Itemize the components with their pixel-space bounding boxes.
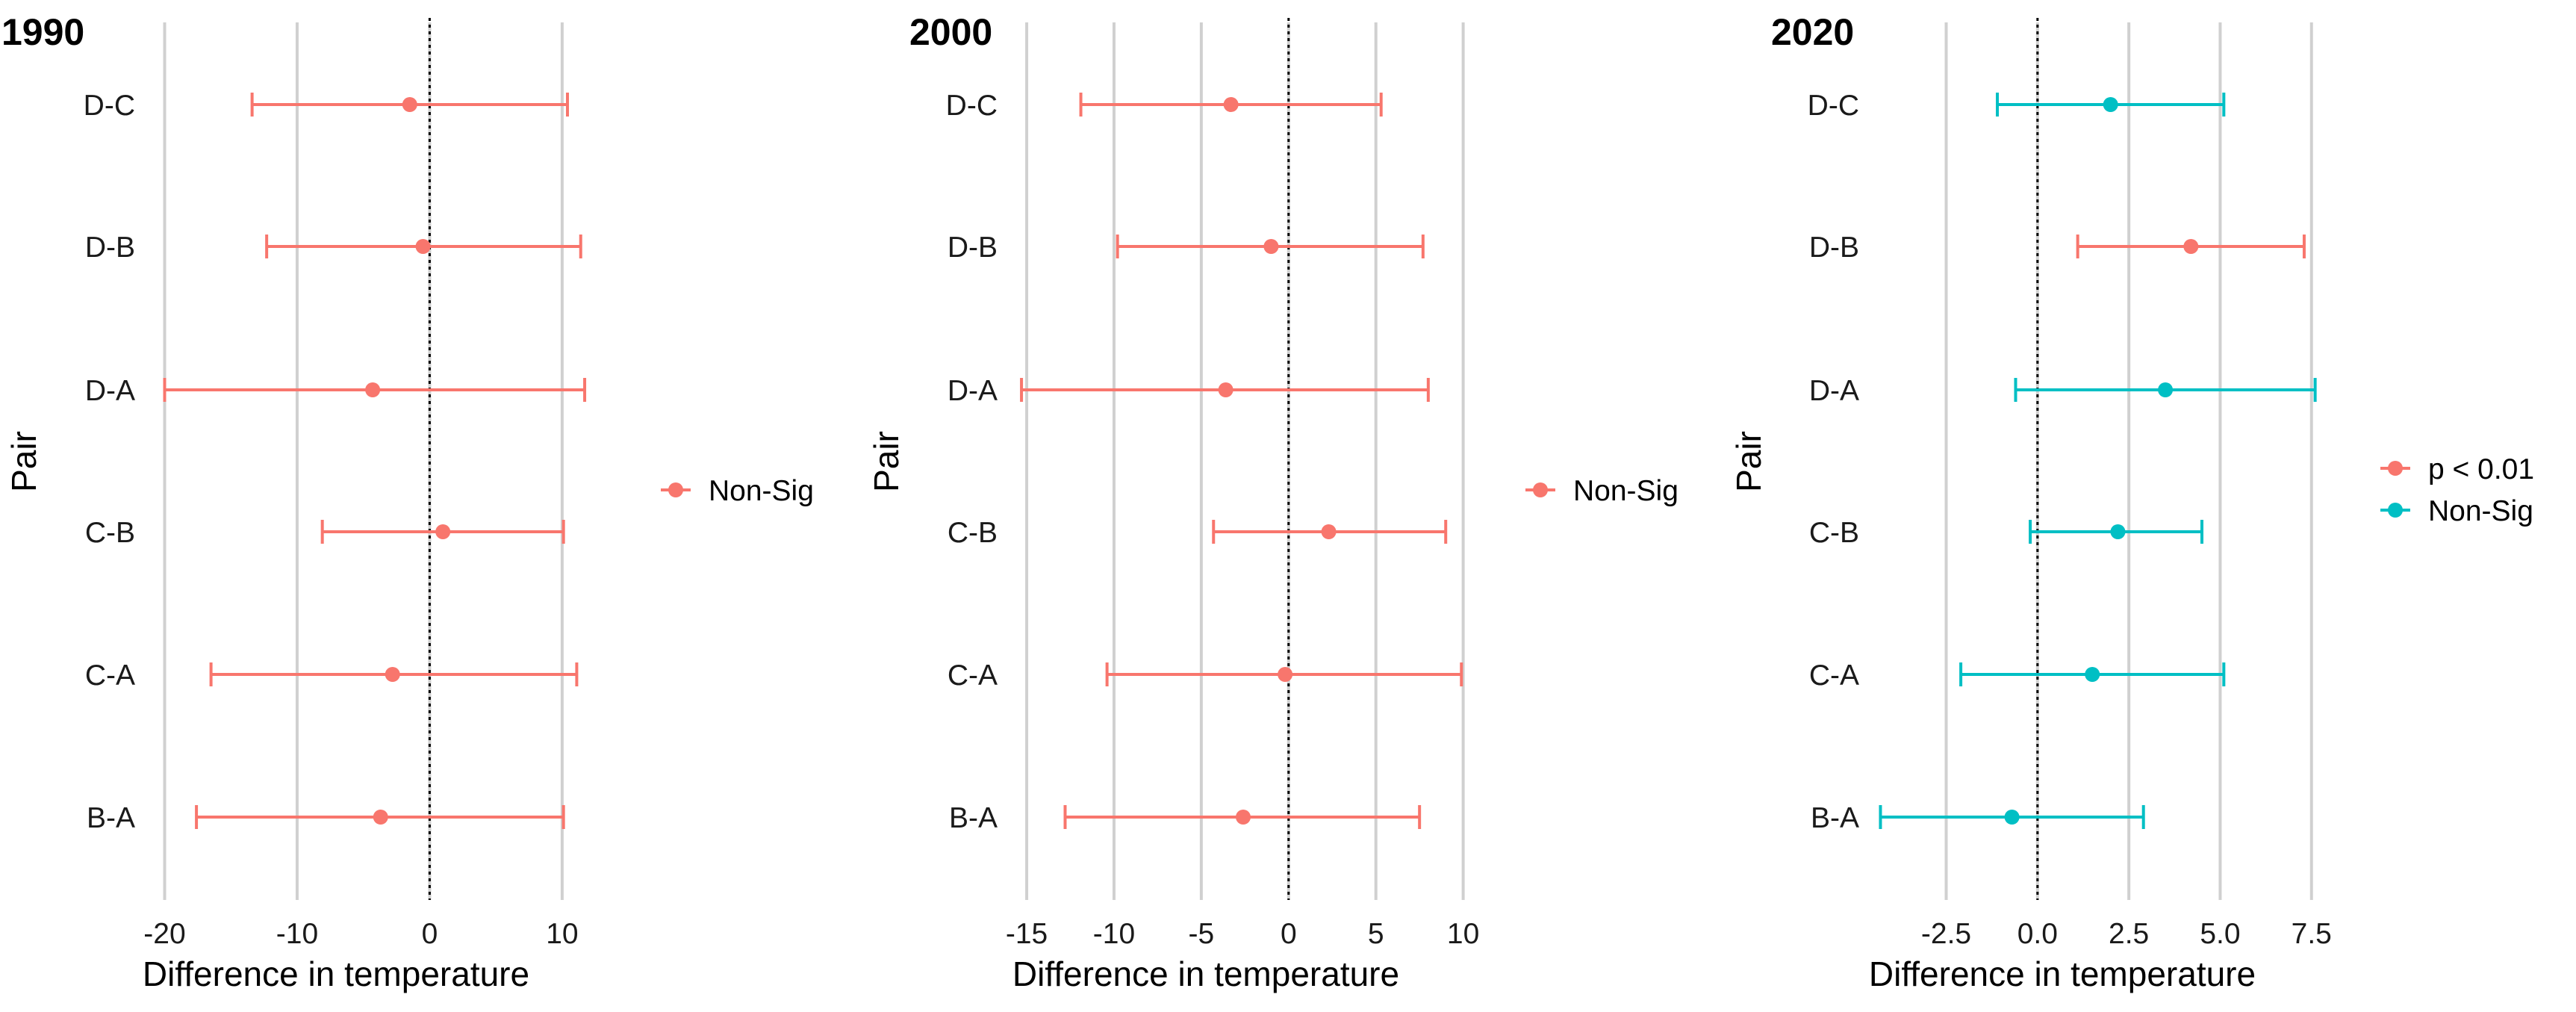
error-bar-D-C xyxy=(1079,93,1383,117)
panel-2000: -15 -10 -5 0 5 10 B-A C-A C-B D-A D-B D-C 2000 Differ… xyxy=(867,11,1679,993)
x-tick-label: 5 xyxy=(1368,918,1384,950)
error-bar-D-A xyxy=(1020,378,1430,402)
estimate-point-D-A xyxy=(2158,382,2174,397)
y-tick-label: C-A xyxy=(1809,659,1859,692)
y-tick-label: C-A xyxy=(85,659,135,692)
legend-key-point xyxy=(668,482,683,497)
estimate-point-D-A xyxy=(1218,382,1233,397)
error-bar-B-A xyxy=(195,805,565,829)
x-tick-label: 0 xyxy=(1281,918,1297,950)
y-tick-label: B-A xyxy=(949,802,998,834)
panel-title: 1990 xyxy=(1,11,84,53)
x-tick-label: 10 xyxy=(1447,918,1479,950)
legend: Non-Sig xyxy=(661,475,814,507)
y-tick-label: D-A xyxy=(85,375,135,407)
x-axis-label: Difference in temperature xyxy=(1012,954,1399,993)
y-tick-label: C-B xyxy=(1809,517,1859,549)
error-bar-C-A xyxy=(1105,662,1463,686)
error-bar-D-C xyxy=(1996,93,2226,117)
legend-key-point xyxy=(2388,503,2403,518)
x-axis-label: Difference in temperature xyxy=(1869,954,2256,993)
estimate-point-C-B xyxy=(2110,524,2126,539)
estimate-point-D-B xyxy=(415,239,431,254)
y-axis-label: Pair xyxy=(867,431,906,492)
legend-label: Non-Sig xyxy=(2428,495,2533,527)
estimate-point-D-B xyxy=(1263,239,1279,254)
estimate-point-B-A xyxy=(373,810,388,825)
x-tick-label: 0 xyxy=(422,918,438,950)
legend-label: Non-Sig xyxy=(709,475,814,507)
legend-key-point xyxy=(2388,461,2403,476)
y-tick-label: D-C xyxy=(946,90,998,122)
legend-key xyxy=(661,482,691,497)
y-tick-label: C-A xyxy=(948,659,998,692)
x-tick-label: 2.5 xyxy=(2109,918,2149,950)
y-tick-label: D-A xyxy=(948,375,998,407)
x-tick-label: -10 xyxy=(276,918,318,950)
y-tick-label: D-B xyxy=(1809,232,1859,264)
panel-2020: -2.5 0.0 2.5 5.0 7.5 B-A C-A C-B D-A D-B D-C 2020 Di… xyxy=(1729,11,2534,993)
legend-label: p < 0.01 xyxy=(2428,453,2534,485)
x-axis-label: Difference in temperature xyxy=(143,954,529,993)
y-tick-label: C-B xyxy=(85,517,135,549)
y-tick-label: D-C xyxy=(1808,90,1859,122)
estimate-point-C-B xyxy=(435,524,451,539)
estimate-point-B-A xyxy=(1236,810,1251,825)
x-tick-label: -5 xyxy=(1189,918,1215,950)
error-bar-C-B xyxy=(320,520,565,544)
estimate-point-D-C xyxy=(1223,97,1239,112)
estimate-point-D-C xyxy=(402,97,417,112)
legend-key-point xyxy=(1533,482,1548,497)
y-tick-label: D-C xyxy=(84,90,135,122)
legend-key xyxy=(2380,503,2410,518)
panel-title: 2000 xyxy=(909,11,992,53)
estimate-point-D-A xyxy=(365,382,381,397)
x-tick-label: -10 xyxy=(1093,918,1135,950)
error-bar-D-B xyxy=(1116,235,1425,258)
legend-key xyxy=(1525,482,1555,497)
x-tick-label: -15 xyxy=(1006,918,1048,950)
legend-key xyxy=(2380,461,2410,476)
x-tick-label: -20 xyxy=(143,918,185,950)
estimate-point-C-B xyxy=(1321,524,1337,539)
estimate-point-C-A xyxy=(1278,667,1293,682)
error-bar-B-A xyxy=(1063,805,1422,829)
y-axis-label: Pair xyxy=(4,431,43,492)
y-tick-label: D-B xyxy=(948,232,998,264)
error-bar-C-A xyxy=(209,662,579,686)
error-bar-D-A xyxy=(2014,378,2317,402)
legend-label: Non-Sig xyxy=(1573,475,1679,507)
y-tick-label: B-A xyxy=(87,802,135,834)
y-tick-label: D-B xyxy=(85,232,135,264)
estimate-point-D-B xyxy=(2183,239,2199,254)
y-tick-label: B-A xyxy=(1811,802,1859,834)
error-bar-D-C xyxy=(250,93,569,117)
legend: Non-Sig xyxy=(1525,475,1679,507)
x-tick-label: -2.5 xyxy=(1921,918,1971,950)
legend: p < 0.01 Non-Sig xyxy=(2380,453,2534,527)
estimate-point-D-C xyxy=(2103,97,2118,112)
panel-1990: -20 -10 0 10 B-A C-A C-B D-A D-B D-C 1990 Differenc… xyxy=(1,11,814,993)
x-tick-label: 5.0 xyxy=(2200,918,2240,950)
x-tick-label: 10 xyxy=(546,918,578,950)
error-bar-C-A xyxy=(1959,662,2226,686)
y-tick-label: D-A xyxy=(1809,375,1859,407)
error-bar-D-B xyxy=(2076,235,2306,258)
estimate-point-C-A xyxy=(2085,667,2100,682)
error-bar-C-B xyxy=(1212,520,1448,544)
estimate-point-C-A xyxy=(385,667,400,682)
y-axis-label: Pair xyxy=(1729,431,1768,492)
error-bar-B-A xyxy=(1879,805,2145,829)
panel-title: 2020 xyxy=(1771,11,1854,53)
y-tick-label: C-B xyxy=(948,517,998,549)
x-tick-label: 0.0 xyxy=(2017,918,2058,950)
x-tick-label: 7.5 xyxy=(2292,918,2332,950)
error-bar-D-B xyxy=(265,235,582,258)
error-bar-D-A xyxy=(163,378,587,402)
estimate-point-B-A xyxy=(2004,810,2020,825)
error-bar-C-B xyxy=(2029,520,2203,544)
